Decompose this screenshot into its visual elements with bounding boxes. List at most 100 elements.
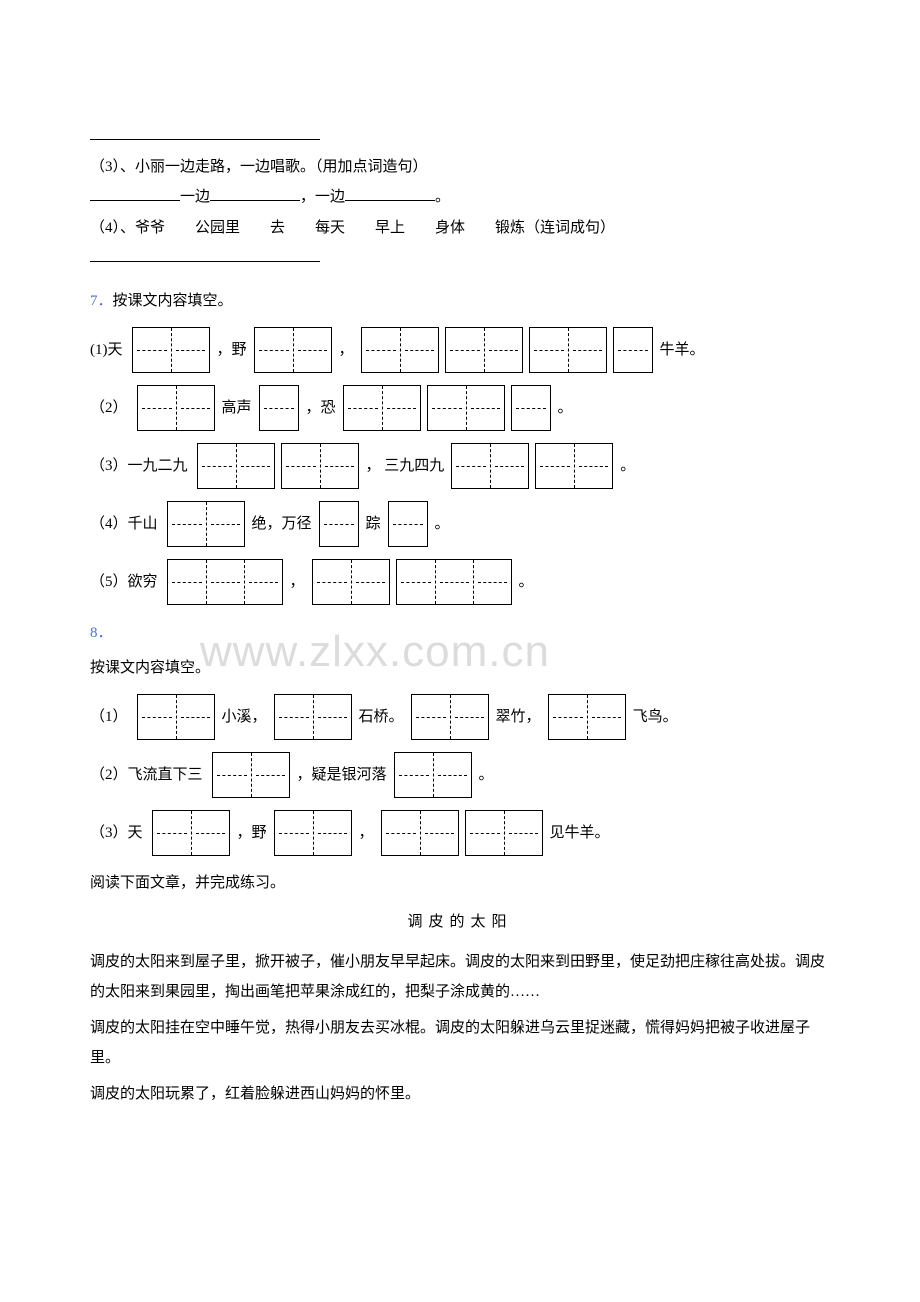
q8-title: 按课文内容填空。 (90, 654, 830, 683)
char-box-cell (530, 328, 568, 372)
row-text: 小溪， (222, 703, 267, 732)
char-box-cell (191, 811, 229, 855)
char-box-cell (275, 811, 313, 855)
row-text: 。 (479, 761, 494, 790)
char-box-cell (260, 386, 298, 430)
row-label: （5）欲穷 (90, 568, 158, 597)
char-box-group (254, 327, 332, 373)
fill-row: (1)天，野，牛羊。 (90, 327, 830, 373)
char-box-group (396, 559, 512, 605)
char-box-cell (133, 328, 171, 372)
char-box-cell (574, 444, 612, 488)
char-box-cell (255, 328, 293, 372)
char-box-cell (504, 811, 542, 855)
fill-row: （5）欲穷，。 (90, 559, 830, 605)
char-box-group (465, 810, 543, 856)
char-box-cell (320, 444, 358, 488)
reading-title: 调皮的太阳 (90, 908, 830, 937)
char-box-cell (293, 328, 331, 372)
fill-row: （2） 高声 ，恐 。 (90, 385, 830, 431)
row-text: ，野 (237, 819, 267, 848)
char-box-cell (428, 386, 466, 430)
char-box-cell (213, 753, 251, 797)
char-box-cell (397, 560, 435, 604)
char-box-group (613, 327, 653, 373)
char-box-cell (351, 560, 389, 604)
q8-number: 8． (90, 625, 113, 641)
row-text: 。 (620, 452, 635, 481)
q3-mid2: ，一边 (300, 189, 345, 205)
row-label: （1） (90, 703, 128, 732)
row-text: 。 (519, 568, 534, 597)
char-box-cell (176, 695, 214, 739)
row-text: 踪 (366, 510, 381, 539)
reading-intro: 阅读下面文章，并完成练习。 (90, 868, 830, 898)
char-box-group (388, 501, 428, 547)
char-box-cell (395, 753, 433, 797)
char-box-cell (435, 560, 473, 604)
row-text: 飞鸟。 (633, 703, 678, 732)
char-box-cell (382, 811, 420, 855)
char-box-cell (568, 328, 606, 372)
row-text: 翠竹， (496, 703, 541, 732)
char-box-cell (168, 560, 206, 604)
char-box-group (319, 501, 359, 547)
q4-blank (90, 244, 830, 273)
reading-p1: 调皮的太阳来到屋子里，掀开被子，催小朋友早早起床。调皮的太阳来到田野里，使足劲把… (90, 947, 830, 1007)
char-box-group (212, 752, 290, 798)
char-box-cell (153, 811, 191, 855)
row-text: 。 (558, 394, 573, 423)
char-box-cell (251, 753, 289, 797)
char-box-group (197, 443, 275, 489)
char-box-cell (206, 560, 244, 604)
char-box-group (535, 443, 613, 489)
q8-heading: 8． (90, 619, 830, 648)
row-text: ， 三九四九 (366, 452, 445, 481)
row-text: 石桥。 (359, 703, 404, 732)
row-text: ，疑是银河落 (297, 761, 387, 790)
row-text: ， (359, 819, 374, 848)
char-box-cell (549, 695, 587, 739)
char-box-cell (382, 386, 420, 430)
char-box-cell (198, 444, 236, 488)
char-box-cell (138, 695, 176, 739)
char-box-group (411, 694, 489, 740)
char-box-cell (512, 386, 550, 430)
char-box-cell (614, 328, 652, 372)
char-box-cell (420, 811, 458, 855)
char-box-group (259, 385, 299, 431)
char-box-group (312, 559, 390, 605)
char-box-group (529, 327, 607, 373)
char-box-group (343, 385, 421, 431)
char-box-group (511, 385, 551, 431)
row-text: ，恐 (306, 394, 336, 423)
row-text: 高声 (222, 394, 252, 423)
char-box-group (361, 327, 439, 373)
char-box-cell (320, 502, 358, 546)
q4-prompt: （4）、爷爷 公园里 去 每天 早上 身体 锻炼（连词成句） (90, 214, 830, 243)
row-label: （2）飞流直下三 (90, 761, 203, 790)
row-label: (1)天 (90, 336, 123, 365)
q7-title: 按课文内容填空。 (113, 293, 233, 309)
row-text: 绝，万径 (252, 510, 312, 539)
char-box-cell (282, 444, 320, 488)
row-text: 。 (435, 510, 450, 539)
row-text: ，野 (217, 336, 247, 365)
char-box-cell (313, 560, 351, 604)
char-box-group (381, 810, 459, 856)
row-label: （4）千山 (90, 510, 158, 539)
char-box-cell (446, 328, 484, 372)
row-label: （2） (90, 394, 128, 423)
char-box-cell (450, 695, 488, 739)
fill-row: （2）飞流直下三 ，疑是银河落 。 (90, 752, 830, 798)
reading-p3: 调皮的太阳玩累了，红着脸躲进西山妈妈的怀里。 (90, 1079, 830, 1109)
fill-row: （1） 小溪， 石桥。 翠竹， 飞鸟。 (90, 694, 830, 740)
char-box-cell (412, 695, 450, 739)
char-box-group (167, 559, 283, 605)
reading-p2: 调皮的太阳挂在空中睡午觉，热得小朋友去买冰棍。调皮的太阳躲进乌云里捉迷藏，慌得妈… (90, 1013, 830, 1073)
q3-fill: 一边，一边。 (90, 183, 830, 212)
char-box-group (132, 327, 210, 373)
char-box-cell (344, 386, 382, 430)
char-box-cell (275, 695, 313, 739)
q7-number: 7． (90, 293, 113, 309)
